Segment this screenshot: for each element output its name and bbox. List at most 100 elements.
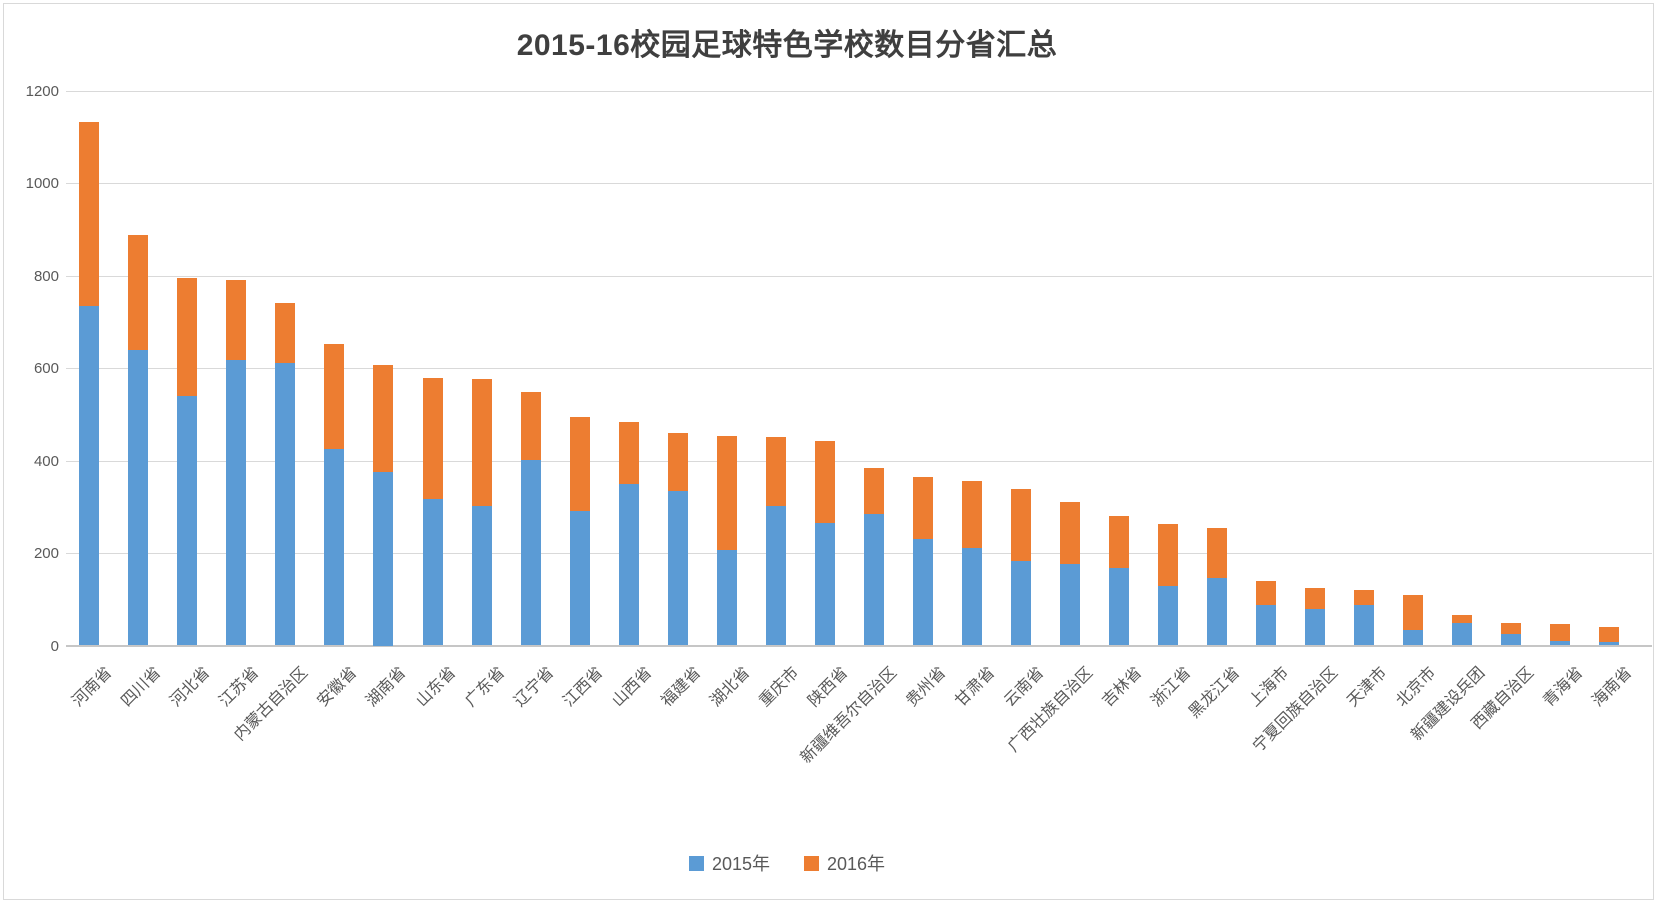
- bar-重庆市-2015年: [765, 506, 786, 646]
- bar-山西省-2015年: [618, 483, 639, 646]
- x-axis-label-江西省: 江西省: [559, 664, 606, 711]
- x-axis-label-吉林省: 吉林省: [1099, 664, 1146, 711]
- legend-label-2016: 2016年: [827, 854, 886, 874]
- x-axis-label-重庆市: 重庆市: [756, 664, 802, 711]
- legend-item-2015: 2015年: [688, 850, 770, 876]
- bar-湖北省-2015年: [716, 549, 737, 646]
- gridline-600: [66, 368, 1652, 370]
- bar-上海市-2016年: [1256, 581, 1277, 605]
- y-axis-label-800: 800: [33, 267, 59, 285]
- bar-山西省-2016年: [618, 422, 639, 484]
- bar-安徽省-2016年: [324, 344, 345, 450]
- x-axis-label-山东省: 山东省: [412, 664, 459, 711]
- x-axis-label-四川省: 四川省: [118, 664, 165, 711]
- x-axis-label-广东省: 广东省: [461, 664, 508, 711]
- y-axis-label-400: 400: [33, 452, 59, 470]
- bar-新疆维吾尔自治区-2016年: [863, 468, 884, 515]
- gridline-800: [66, 275, 1652, 277]
- x-axis-label-山西省: 山西省: [608, 664, 655, 711]
- x-axis-line: [66, 645, 1652, 647]
- x-axis-label-湖北省: 湖北省: [706, 664, 753, 711]
- bar-江西省-2016年: [569, 417, 590, 512]
- bar-辽宁省-2015年: [520, 460, 541, 646]
- bar-天津市-2016年: [1354, 589, 1375, 606]
- bar-江苏省-2016年: [226, 279, 247, 360]
- bar-河南省-2016年: [79, 122, 100, 306]
- bar-黑龙江省-2015年: [1206, 578, 1227, 646]
- x-axis-label-湖南省: 湖南省: [363, 664, 410, 711]
- bar-青海省-2016年: [1550, 624, 1571, 641]
- bar-新疆建设兵团-2015年: [1452, 623, 1473, 646]
- bar-福建省-2016年: [667, 432, 688, 491]
- y-axis-label-1200: 1200: [25, 83, 59, 100]
- bar-海南省-2016年: [1599, 627, 1620, 642]
- x-axis-label-河南省: 河南省: [69, 664, 116, 711]
- x-axis-label-海南省: 海南省: [1589, 664, 1636, 711]
- x-axis-label-天津市: 天津市: [1344, 664, 1391, 711]
- bar-广西壮族自治区-2015年: [1059, 563, 1080, 646]
- legend: 2015年 2016年: [4, 850, 1570, 876]
- bar-陕西省-2016年: [814, 440, 835, 524]
- bar-湖南省-2016年: [373, 364, 394, 473]
- bar-云南省-2015年: [1010, 561, 1031, 646]
- legend-swatch-2016: [804, 855, 819, 871]
- bar-辽宁省-2016年: [520, 392, 541, 461]
- x-axis-label-辽宁省: 辽宁省: [510, 664, 557, 711]
- bar-天津市-2015年: [1354, 605, 1375, 646]
- bar-广西壮族自治区-2016年: [1059, 501, 1080, 564]
- bar-西藏自治区-2016年: [1501, 622, 1522, 634]
- legend-label-2015: 2015年: [711, 854, 770, 874]
- bar-河北省-2016年: [177, 278, 198, 396]
- bar-北京市-2015年: [1403, 630, 1424, 646]
- bar-青海省-2015年: [1550, 640, 1571, 646]
- gridline-200: [66, 553, 1652, 555]
- x-axis-label-河北省: 河北省: [167, 664, 214, 711]
- x-axis-label-福建省: 福建省: [657, 664, 704, 711]
- bar-山东省-2015年: [422, 499, 443, 646]
- chart-frame: 2015-16校园足球特色学校数目分省汇总 0 200 400 600 800 1000 1…: [3, 3, 1654, 900]
- bar-四川省-2015年: [128, 349, 149, 646]
- bar-江西省-2015年: [569, 511, 590, 646]
- bar-海南省-2015年: [1599, 641, 1620, 646]
- bar-安徽省-2015年: [324, 449, 345, 646]
- y-axis-label-1000: 1000: [25, 175, 59, 193]
- bar-内蒙古自治区-2015年: [275, 362, 296, 646]
- bar-江苏省-2015年: [226, 359, 247, 646]
- bar-西藏自治区-2015年: [1501, 633, 1522, 646]
- bar-山东省-2016年: [422, 377, 443, 500]
- gridline-1200: [66, 91, 1652, 92]
- y-axis-label-0: 0: [50, 637, 59, 655]
- bar-云南省-2016年: [1010, 488, 1031, 562]
- bar-湖南省-2015年: [373, 472, 394, 646]
- y-axis-label-600: 600: [33, 360, 59, 378]
- gridline-400: [66, 460, 1652, 462]
- bar-内蒙古自治区-2016年: [275, 303, 296, 363]
- bar-浙江省-2015年: [1157, 585, 1178, 646]
- legend-item-2016: 2016年: [804, 850, 885, 876]
- bar-重庆市-2016年: [765, 437, 786, 507]
- bar-新疆建设兵团-2016年: [1452, 615, 1473, 624]
- chart-title: 2015-16校园足球特色学校数目分省汇总: [516, 29, 1058, 62]
- bar-黑龙江省-2016年: [1206, 528, 1227, 579]
- bar-北京市-2016年: [1403, 594, 1424, 631]
- bar-新疆维吾尔自治区-2015年: [863, 514, 884, 646]
- bar-四川省-2016年: [128, 234, 149, 350]
- bar-贵州省-2015年: [912, 538, 933, 646]
- bar-吉林省-2015年: [1108, 568, 1129, 646]
- x-axis-label-安徽省: 安徽省: [314, 664, 361, 711]
- bar-贵州省-2016年: [912, 477, 933, 539]
- bar-浙江省-2016年: [1157, 523, 1178, 586]
- bar-福建省-2015年: [667, 490, 688, 646]
- bar-湖北省-2016年: [716, 435, 737, 550]
- x-axis-label-甘肃省: 甘肃省: [952, 664, 999, 711]
- gridline-1000: [66, 183, 1652, 185]
- bar-广东省-2015年: [471, 506, 492, 646]
- bar-上海市-2015年: [1256, 604, 1277, 646]
- x-axis-label-黑龙江省: 黑龙江省: [1185, 664, 1244, 722]
- bar-陕西省-2015年: [814, 523, 835, 646]
- y-axis-label-200: 200: [33, 545, 59, 563]
- bar-广东省-2016年: [471, 379, 492, 507]
- bar-甘肃省-2015年: [961, 548, 982, 646]
- bar-河南省-2015年: [79, 305, 100, 646]
- bar-河北省-2015年: [177, 395, 198, 646]
